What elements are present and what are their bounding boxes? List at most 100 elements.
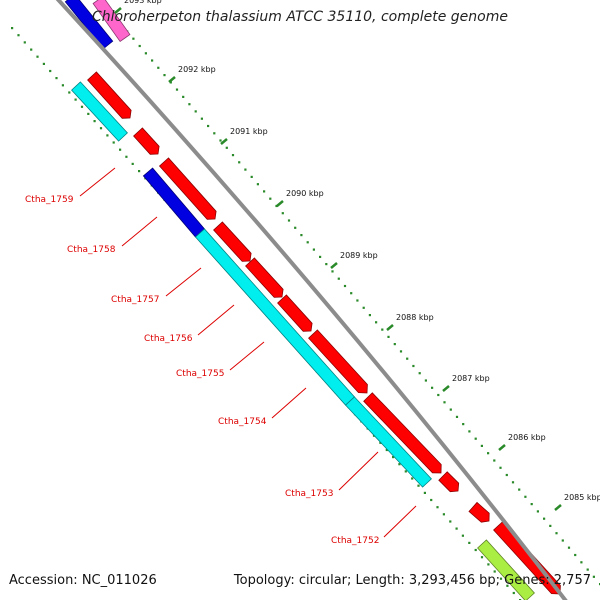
tick-dot — [17, 34, 20, 37]
tick-dot — [368, 314, 371, 317]
kbp-tick-mark — [386, 324, 394, 331]
tick-dot — [536, 510, 539, 513]
kbp-tick-mark — [168, 76, 176, 83]
kbp-tick-mark — [114, 7, 122, 14]
kbp-tick-label: 2093 kbp — [124, 0, 162, 5]
backbone-line — [55, 0, 568, 600]
outer-tick-track — [101, 1, 600, 586]
tick-dot — [431, 386, 434, 389]
tick-dot — [106, 134, 109, 137]
gene-label[interactable]: Ctha_1757 — [111, 295, 159, 305]
tick-dot — [493, 459, 496, 462]
tick-dot — [132, 37, 135, 40]
tick-dot — [188, 103, 191, 106]
gene-arrow-forward — [245, 257, 284, 298]
gene-arrow-forward — [308, 329, 368, 394]
tick-dot — [23, 41, 26, 44]
gene-label-leader — [271, 387, 307, 419]
tick-dot — [325, 263, 328, 266]
gene-label-leader — [165, 267, 202, 297]
tick-dot — [424, 379, 427, 382]
tick-dot — [112, 141, 115, 144]
gene-arrow-reverse — [345, 396, 432, 488]
tick-dot — [381, 328, 384, 331]
kbp-tick-label: 2086 kbp — [508, 433, 546, 442]
tick-dot — [436, 506, 439, 509]
tick-dot — [387, 335, 390, 338]
tick-dot — [461, 534, 464, 537]
gene-label[interactable]: Ctha_1758 — [67, 245, 116, 255]
gene-label[interactable]: Ctha_1753 — [285, 489, 333, 499]
tick-dot — [580, 561, 583, 564]
gene-features — [64, 0, 561, 600]
tick-dot — [238, 161, 241, 164]
tick-dot — [225, 146, 228, 149]
gene-label-leader — [229, 341, 265, 371]
tick-dot — [487, 563, 490, 566]
tick-dot — [312, 248, 315, 251]
tick-dot — [231, 154, 235, 157]
tick-dot — [411, 477, 414, 480]
tick-dot — [518, 488, 521, 491]
gene-arrow-forward — [213, 221, 252, 262]
gene-labels: Ctha_1759 Ctha_1758 Ctha_1757 Ctha_1756 Ctha… — [25, 167, 417, 546]
tick-dot — [392, 456, 395, 459]
tick-dot — [287, 219, 291, 222]
tick-dot — [138, 170, 141, 173]
tick-dot — [157, 66, 160, 69]
tick-dot — [356, 299, 359, 302]
tick-dot — [350, 292, 353, 295]
gene-label[interactable]: Ctha_1755 — [176, 369, 224, 379]
tick-dot — [11, 27, 14, 30]
tick-dot — [455, 415, 459, 418]
gene-label[interactable]: Ctha_1756 — [144, 334, 193, 344]
tick-dot — [404, 470, 407, 473]
kbp-tick-label: 2088 kbp — [396, 313, 434, 322]
tick-dot — [543, 517, 546, 520]
tick-dot — [574, 553, 577, 557]
tick-dot — [80, 105, 84, 108]
tick-dot — [362, 306, 365, 309]
gene-arrow-green — [477, 539, 535, 600]
gene-arrow-pink — [92, 0, 131, 43]
tick-dot — [200, 117, 203, 120]
gene-arrow-forward — [87, 71, 132, 119]
tick-dot — [487, 452, 490, 455]
tick-dot — [474, 548, 477, 552]
tick-dot — [331, 270, 334, 273]
tick-dot — [244, 168, 247, 171]
tick-dot — [144, 52, 147, 55]
accession-text: Accession: NC_011026 — [9, 573, 157, 588]
gene-label-leader — [121, 216, 158, 247]
tick-dot — [468, 430, 471, 433]
gene-label[interactable]: Ctha_1752 — [331, 536, 379, 546]
tick-dot — [163, 74, 166, 77]
tick-dot — [42, 62, 45, 65]
tick-dot — [399, 350, 403, 353]
tick-dot — [175, 88, 179, 91]
tick-dot — [256, 183, 259, 186]
gene-arrow-forward — [158, 157, 217, 220]
tick-dot — [499, 577, 503, 580]
tick-dot — [36, 55, 39, 58]
tick-dot — [49, 69, 52, 73]
tick-dot — [182, 95, 185, 98]
tick-dot — [430, 498, 433, 502]
gene-label[interactable]: Ctha_1759 — [25, 195, 74, 205]
tick-dot — [505, 473, 508, 477]
kbp-tick-label: 2091 kbp — [230, 127, 268, 136]
tick-dot — [269, 197, 272, 200]
gene-arrow-reverse — [71, 81, 128, 142]
kbp-scale: 2093 kbp 2092 kbp 2091 kbp 2090 kbp 2089 kbp… — [114, 0, 600, 511]
kbp-tick-label: 2089 kbp — [340, 251, 378, 260]
tick-dot — [511, 481, 515, 484]
tick-dot — [213, 132, 216, 135]
genome-title: Chloroherpeton thalassium ATCC 35110, co… — [92, 9, 508, 25]
tick-dot — [194, 110, 197, 113]
gene-label[interactable]: Ctha_1754 — [218, 417, 267, 427]
tick-dot — [68, 91, 71, 94]
tick-dot — [567, 546, 571, 549]
gene-label-leader — [383, 505, 417, 538]
tick-dot — [343, 284, 347, 288]
